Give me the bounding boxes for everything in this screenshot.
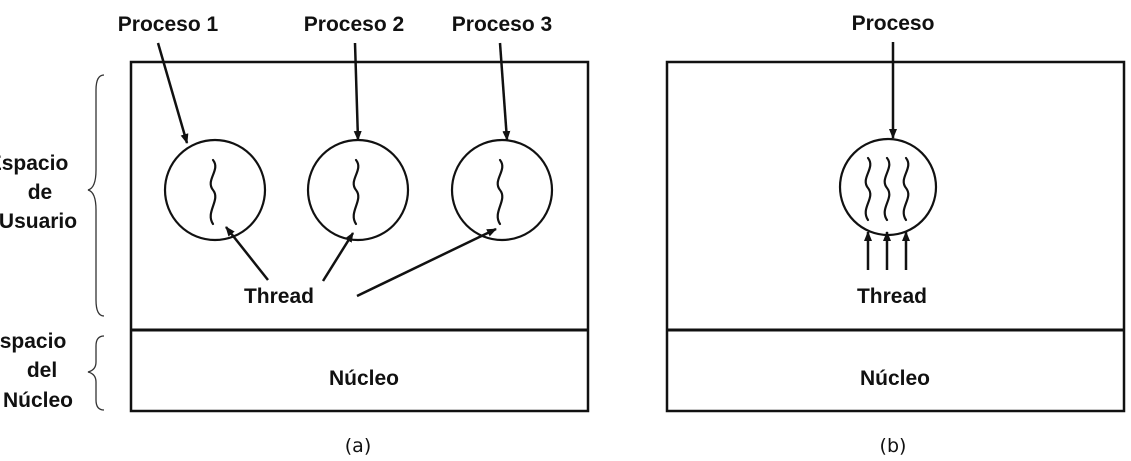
process-circle-b (838, 137, 938, 237)
kernel-space-line-2: del (27, 359, 57, 382)
kernel-label-b: Núcleo (860, 367, 930, 390)
process-1-circle (163, 138, 267, 242)
panel-b: Proceso Thread Núcleo (b) (665, 12, 1126, 457)
thread-3-squiggle (496, 158, 504, 226)
process-1-arrow (156, 42, 189, 144)
kernel-space-line-1: Espacio (0, 330, 66, 353)
process-2-circle (306, 138, 410, 242)
thread-2-arrow (321, 232, 355, 282)
thread-label-a: Thread (244, 285, 314, 308)
thread-b-3-squiggle (902, 156, 910, 222)
thread-2-squiggle (352, 158, 360, 226)
panel-a: Proceso 1 Proceso 2 Proceso 3 Thread Núc… (118, 13, 590, 457)
thread-1-squiggle (209, 158, 217, 226)
panel-b-frame (665, 60, 1126, 413)
user-space-brace (87, 74, 105, 317)
user-space-line-1: Espacio (0, 152, 68, 175)
user-space-line-3: Usuario (0, 210, 77, 233)
user-space-line-2: de (28, 181, 53, 204)
thread-b-2-squiggle (883, 156, 891, 222)
process-2-label: Proceso 2 (304, 13, 404, 36)
process-1-label: Proceso 1 (118, 13, 219, 36)
thread-1-arrow (225, 226, 269, 281)
process-3-arrow (498, 42, 511, 141)
user-space-label: Espacio de Usuario (0, 152, 77, 233)
kernel-label-a: Núcleo (329, 367, 399, 390)
kernel-space-brace (87, 335, 105, 411)
kernel-space-line-3: Núcleo (3, 389, 73, 412)
thread-b-1-squiggle (864, 156, 872, 222)
thread-label-b: Thread (857, 285, 927, 308)
process-3-circle (450, 138, 554, 242)
caption-b: (b) (880, 435, 907, 457)
kernel-space-label: Espacio del Núcleo (0, 330, 73, 412)
thread-3-arrow (356, 227, 497, 298)
process-3-label: Proceso 3 (452, 13, 552, 36)
process-2-arrow (353, 42, 362, 141)
process-label-b: Proceso (852, 12, 935, 35)
caption-a: (a) (345, 435, 371, 457)
panel-a-frame (129, 60, 590, 413)
